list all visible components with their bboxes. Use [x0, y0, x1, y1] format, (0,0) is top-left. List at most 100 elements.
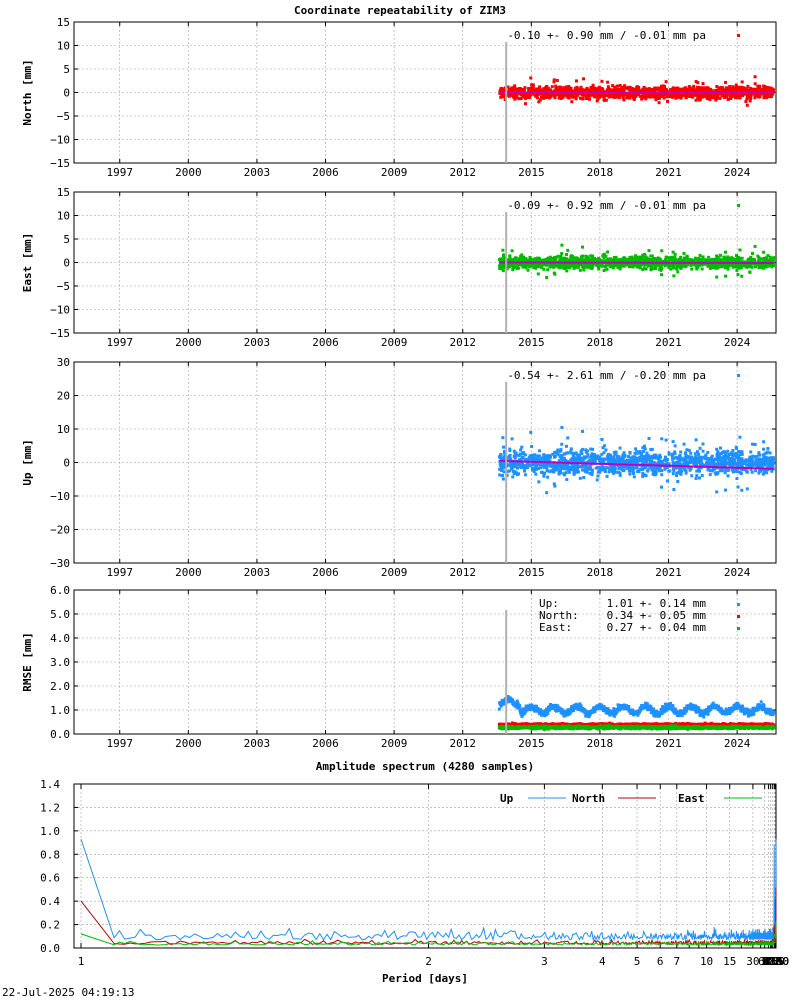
data-point [708, 462, 712, 466]
data-point [735, 451, 739, 455]
data-point [553, 256, 557, 260]
data-point [693, 88, 697, 92]
data-point [668, 95, 672, 99]
data-point [673, 452, 677, 456]
data-point [519, 262, 523, 266]
data-point [552, 80, 556, 84]
y-tick-label: 5 [63, 233, 70, 246]
x-tick-label: 2018 [587, 336, 614, 349]
data-point [503, 88, 507, 92]
data-point [605, 92, 609, 96]
data-point [727, 458, 731, 462]
data-point [513, 470, 517, 474]
y-tick-label: −15 [50, 327, 70, 340]
data-point [567, 470, 571, 474]
data-point [498, 463, 502, 467]
data-point [733, 89, 737, 93]
data-point [538, 262, 542, 266]
data-point [762, 456, 766, 460]
data-point [553, 484, 557, 488]
x-tick-label: 2003 [244, 336, 271, 349]
data-point [521, 463, 525, 467]
data-point [576, 707, 580, 711]
data-point [700, 257, 704, 261]
data-point [626, 454, 630, 458]
data-point [605, 262, 609, 266]
data-point [515, 462, 519, 466]
data-point [739, 463, 743, 467]
data-point [548, 464, 552, 468]
data-point [508, 447, 512, 451]
data-point [738, 435, 742, 439]
data-point [536, 454, 540, 458]
data-point [631, 469, 635, 473]
y-tick-label: 10 [57, 210, 70, 223]
data-point [665, 465, 669, 469]
data-point [531, 83, 535, 87]
data-point [690, 458, 694, 462]
data-point [650, 259, 654, 263]
data-point [644, 257, 648, 261]
y-tick-label: 6.0 [50, 584, 70, 597]
data-point [678, 466, 682, 470]
data-point [654, 456, 658, 460]
data-point [512, 449, 516, 453]
data-point [701, 82, 705, 86]
x-tick-label: 1997 [106, 737, 133, 750]
data-point [647, 457, 651, 461]
data-point [670, 455, 674, 459]
data-point [641, 471, 645, 475]
data-point [621, 94, 625, 98]
data-point [502, 259, 506, 263]
data-point [761, 462, 765, 466]
data-point [596, 87, 600, 91]
data-point [728, 463, 732, 467]
data-point [545, 95, 549, 99]
data-point [663, 93, 667, 97]
data-point [553, 705, 557, 709]
data-point [636, 257, 640, 261]
data-point [542, 87, 546, 91]
data-point [633, 88, 637, 92]
data-point [556, 452, 560, 456]
data-point [735, 93, 739, 97]
data-point [744, 459, 748, 463]
data-point [545, 275, 549, 279]
data-point [761, 472, 765, 476]
data-point [732, 86, 736, 90]
data-point [638, 258, 642, 262]
data-point [566, 436, 570, 440]
data-point [641, 94, 645, 98]
data-point [542, 474, 546, 478]
y-tick-label: 15 [57, 186, 70, 199]
data-point [502, 263, 506, 267]
data-point [713, 262, 717, 266]
data-point [682, 263, 686, 267]
data-point [590, 262, 594, 266]
data-point [737, 259, 741, 263]
data-point [749, 464, 753, 468]
data-point [570, 466, 574, 470]
data-point [640, 452, 644, 456]
data-point [515, 263, 519, 267]
data-point [600, 468, 604, 472]
data-point [508, 255, 512, 259]
data-point [636, 712, 640, 716]
data-point [589, 466, 593, 470]
data-point [585, 264, 589, 268]
data-point [717, 86, 721, 90]
data-point [736, 257, 740, 261]
data-point [552, 482, 556, 486]
data-point [569, 467, 573, 471]
data-point [509, 89, 513, 93]
data-point [612, 455, 616, 459]
data-point [591, 447, 595, 451]
data-point [582, 475, 586, 479]
data-point [559, 255, 563, 259]
data-point [602, 264, 606, 268]
data-point [532, 266, 536, 270]
data-point [515, 466, 519, 470]
data-point [623, 256, 627, 260]
data-point [740, 256, 744, 260]
data-point [558, 257, 562, 261]
